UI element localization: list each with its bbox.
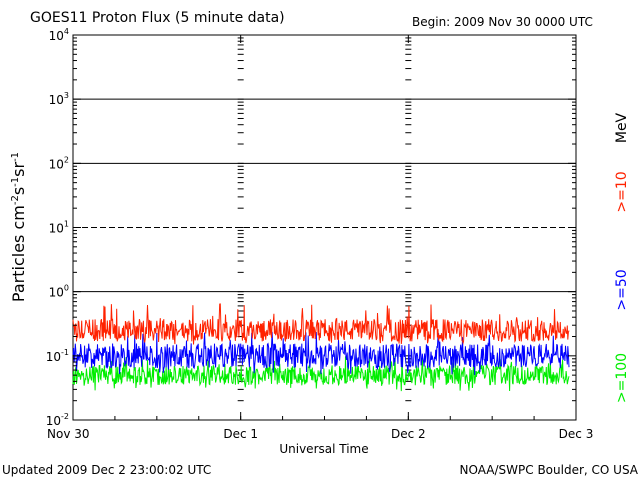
x-tick-label: Dec 1 — [223, 427, 258, 441]
series-line-ge10 — [72, 303, 570, 345]
updated-timestamp: Updated 2009 Dec 2 23:00:02 UTC — [2, 463, 211, 477]
x-tick-label: Dec 3 — [559, 427, 594, 441]
grid-lines — [73, 98, 576, 293]
legend-series-100: >=100 — [614, 353, 630, 403]
begin-date: Begin: 2009 Nov 30 0000 UTC — [412, 15, 593, 29]
x-axis-label: Universal Time — [279, 442, 368, 456]
legend-series-10: >=10 — [614, 171, 630, 212]
y-tick-label: 100 — [49, 284, 69, 300]
x-axis: Nov 30 Dec 1 Dec 2 Dec 3 — [47, 35, 593, 441]
series-line-ge100 — [72, 356, 570, 392]
y-tick-label: 103 — [49, 91, 69, 107]
y-axis: 10-2 10-1 100 101 102 103 104 — [46, 27, 576, 428]
y-axis-label: Particles cm-2s-1sr-1 — [9, 152, 28, 302]
y-tick-label: 104 — [49, 27, 69, 43]
x-tick-label: Nov 30 — [47, 427, 90, 441]
y-tick-label: 10-2 — [46, 412, 69, 428]
chart-title: GOES11 Proton Flux (5 minute data) — [30, 10, 285, 26]
series-line-ge50 — [72, 331, 570, 376]
legend-series-50: >=50 — [614, 269, 630, 310]
credit-text: NOAA/SWPC Boulder, CO USA — [460, 463, 639, 477]
legend-unit-mev: MeV — [614, 112, 630, 143]
y-tick-label: 10-1 — [46, 348, 69, 364]
series-layer — [72, 303, 570, 392]
x-tick-label: Dec 2 — [391, 427, 426, 441]
y-tick-label: 102 — [49, 155, 69, 171]
y-tick-label: 101 — [49, 220, 69, 236]
